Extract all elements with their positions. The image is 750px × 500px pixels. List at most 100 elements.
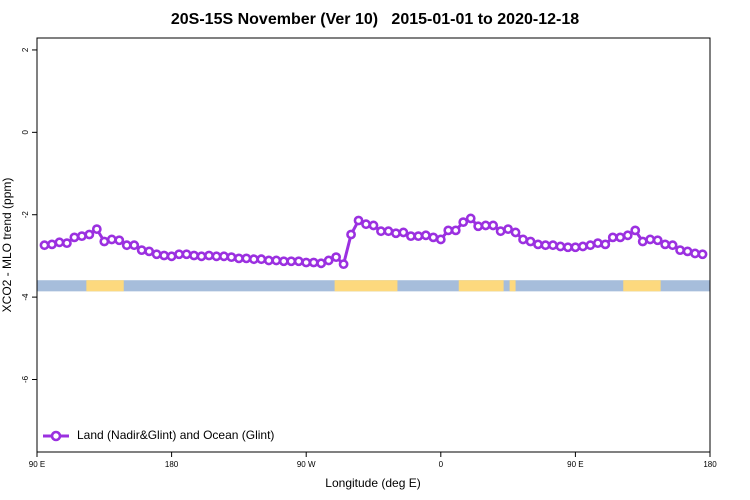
data-point <box>383 226 394 237</box>
x-tick-label: 90 W <box>297 460 316 469</box>
y-tick-label: -4 <box>21 293 30 301</box>
chart-title: 20S-15S November (Ver 10) 2015-01-01 to … <box>171 11 579 28</box>
data-point <box>488 220 499 231</box>
data-point <box>592 238 603 249</box>
data-point <box>577 241 588 252</box>
x-axis-label: Longitude (deg E) <box>325 476 420 490</box>
data-point <box>181 249 192 260</box>
data-point <box>159 250 170 261</box>
data-point <box>391 228 401 239</box>
data-point <box>62 238 72 249</box>
data-point <box>226 252 237 263</box>
data-point <box>47 239 57 250</box>
data-point <box>480 220 491 231</box>
data-point <box>286 256 297 267</box>
data-point <box>106 234 117 245</box>
data-point <box>248 254 259 265</box>
data-point <box>368 220 379 231</box>
data-point <box>697 249 708 260</box>
y-tick-label: -2 <box>21 211 30 219</box>
land-band <box>623 280 661 292</box>
data-point <box>54 237 65 248</box>
data-point <box>465 213 476 224</box>
data-point <box>338 259 349 270</box>
data-point <box>690 248 700 259</box>
data-point <box>450 225 461 236</box>
data-point <box>398 227 409 238</box>
data-point <box>114 235 125 246</box>
data-point <box>91 224 102 235</box>
data-point <box>675 245 685 256</box>
data-point <box>308 257 319 268</box>
data-point <box>495 226 506 237</box>
data-point <box>637 236 648 247</box>
data-point <box>600 239 611 250</box>
data-point <box>660 239 671 250</box>
land-band <box>334 280 398 292</box>
data-point <box>316 258 327 269</box>
data-point <box>144 246 155 257</box>
y-axis-label: XCO2 - MLO trend (ppm) <box>0 178 14 313</box>
data-point <box>563 242 573 253</box>
data-point <box>204 250 214 261</box>
x-tick-label: 90 E <box>567 460 583 469</box>
data-point <box>420 230 431 241</box>
y-tick-label: -6 <box>21 375 30 383</box>
y-tick-label: 2 <box>21 47 30 52</box>
data-point <box>241 253 252 264</box>
land-band <box>458 280 504 292</box>
data-point <box>211 251 222 262</box>
data-point <box>435 234 446 245</box>
data-point <box>301 257 312 268</box>
data-point <box>413 231 424 242</box>
data-point <box>376 226 386 237</box>
data-point <box>69 232 80 243</box>
data-point <box>293 256 304 267</box>
data-point <box>682 246 693 257</box>
data-point <box>136 245 147 256</box>
land-band <box>509 280 516 292</box>
data-point <box>84 229 95 240</box>
x-tick-label: 180 <box>165 460 179 469</box>
data-point <box>622 230 633 241</box>
data-point <box>99 236 110 247</box>
data-point <box>353 215 364 226</box>
data-point <box>76 231 87 242</box>
data-point <box>39 240 50 251</box>
data-point <box>518 234 528 245</box>
legend-label: Land (Nadir&Glint) and Ocean (Glint) <box>77 428 274 442</box>
data-point <box>630 225 641 236</box>
data-point <box>458 217 469 228</box>
y-tick-label: 0 <box>21 130 30 135</box>
data-point <box>540 240 551 251</box>
data-point <box>533 239 543 250</box>
data-point <box>443 225 454 236</box>
data-point <box>331 252 342 263</box>
data-point <box>219 251 229 262</box>
data-point <box>585 240 596 251</box>
data-point <box>323 255 334 266</box>
data-point <box>615 232 626 243</box>
x-tick-label: 90 E <box>29 460 45 469</box>
data-point <box>121 240 132 251</box>
data-point <box>667 240 678 251</box>
data-point <box>555 241 566 252</box>
data-point <box>525 236 536 247</box>
data-point <box>151 249 162 260</box>
data-point <box>607 232 618 243</box>
data-point <box>189 250 199 261</box>
x-tick-label: 180 <box>703 460 717 469</box>
data-point <box>278 256 289 267</box>
plot-frame <box>36 37 711 453</box>
data-point <box>233 253 244 264</box>
data-point <box>548 240 558 251</box>
land-band <box>86 280 124 292</box>
data-point <box>256 254 267 265</box>
data-point <box>174 249 184 260</box>
x-tick-label: 0 <box>439 460 444 469</box>
data-point <box>510 227 521 238</box>
data-point <box>645 234 656 245</box>
data-point <box>405 231 416 242</box>
data-point <box>166 251 177 262</box>
